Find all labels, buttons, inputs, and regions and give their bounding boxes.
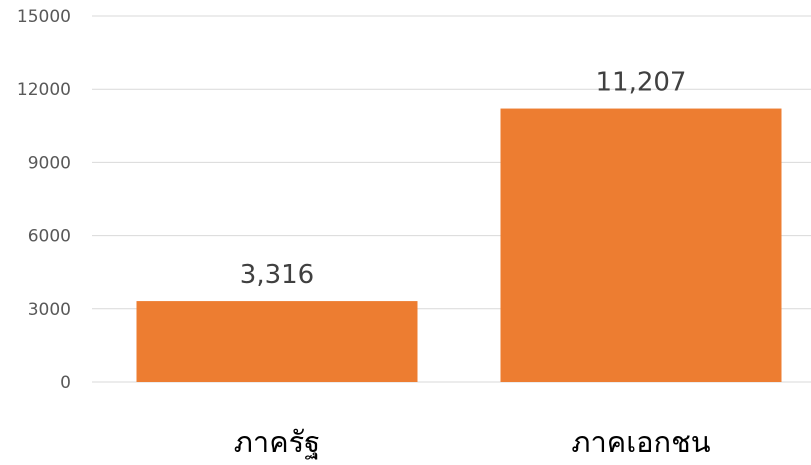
data-labels: 3,316 11,207 <box>240 68 687 291</box>
category-label: ภาครัฐ <box>234 425 320 460</box>
bar <box>500 108 782 383</box>
y-tick-label: 15000 <box>17 7 71 27</box>
data-label: 3,316 <box>240 260 314 290</box>
y-axis-tick-labels: 0 3000 6000 9000 12000 15000 <box>17 7 71 393</box>
y-tick-label: 3000 <box>28 300 71 320</box>
y-tick-label: 9000 <box>28 153 71 173</box>
category-labels: ภาครัฐ ภาคเอกชน <box>234 425 711 460</box>
y-tick-label: 6000 <box>28 227 71 247</box>
y-tick-label: 12000 <box>17 80 71 100</box>
data-label: 11,207 <box>596 68 687 98</box>
bars <box>136 108 782 383</box>
bar <box>136 301 418 382</box>
category-label: ภาคเอกชน <box>571 425 710 459</box>
y-tick-label: 0 <box>60 373 71 393</box>
